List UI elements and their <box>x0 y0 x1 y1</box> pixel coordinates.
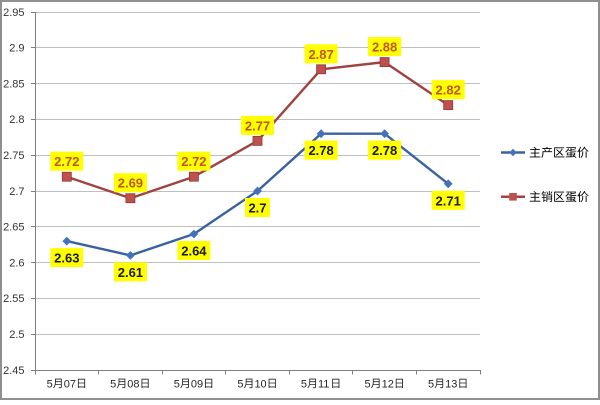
svg-text:11: 11 <box>318 378 329 390</box>
svg-text:2.78: 2.78 <box>308 143 333 158</box>
svg-text:2.5: 2.5 <box>9 329 24 341</box>
svg-text:2.85: 2.85 <box>3 78 24 90</box>
svg-text:2.69: 2.69 <box>118 176 143 191</box>
svg-text:13: 13 <box>445 378 457 390</box>
svg-text:2.72: 2.72 <box>54 154 79 169</box>
svg-text:2.55: 2.55 <box>3 293 24 305</box>
svg-text:2.87: 2.87 <box>308 47 333 62</box>
svg-text:2.75: 2.75 <box>3 150 24 162</box>
svg-text:2.6: 2.6 <box>9 257 24 269</box>
svg-text:2.82: 2.82 <box>436 83 461 98</box>
svg-text:2.8: 2.8 <box>9 114 24 126</box>
svg-text:2.65: 2.65 <box>3 222 24 234</box>
svg-text:2.77: 2.77 <box>245 118 270 133</box>
svg-text:5: 5 <box>174 378 180 390</box>
svg-text:10: 10 <box>254 378 266 390</box>
svg-text:2.78: 2.78 <box>372 143 397 158</box>
svg-text:5: 5 <box>237 378 243 390</box>
svg-text:07: 07 <box>64 378 76 390</box>
svg-text:2.7: 2.7 <box>248 201 266 216</box>
svg-text:08: 08 <box>127 378 139 390</box>
svg-text:2.72: 2.72 <box>181 154 206 169</box>
svg-text:5: 5 <box>47 378 53 390</box>
svg-text:2.63: 2.63 <box>54 251 79 266</box>
svg-text:5: 5 <box>364 378 370 390</box>
svg-text:2.9: 2.9 <box>9 43 24 55</box>
svg-text:2.88: 2.88 <box>372 40 397 55</box>
svg-text:2.64: 2.64 <box>181 244 207 259</box>
svg-text:2.7: 2.7 <box>9 186 24 198</box>
svg-text:12: 12 <box>382 378 394 390</box>
svg-text:2.61: 2.61 <box>118 265 143 280</box>
svg-text:2.71: 2.71 <box>436 193 461 208</box>
svg-text:5: 5 <box>301 378 307 390</box>
svg-text:2.95: 2.95 <box>3 7 24 19</box>
svg-text:5: 5 <box>428 378 434 390</box>
svg-text:2.45: 2.45 <box>3 365 24 377</box>
svg-text:09: 09 <box>191 378 203 390</box>
svg-text:5: 5 <box>110 378 116 390</box>
